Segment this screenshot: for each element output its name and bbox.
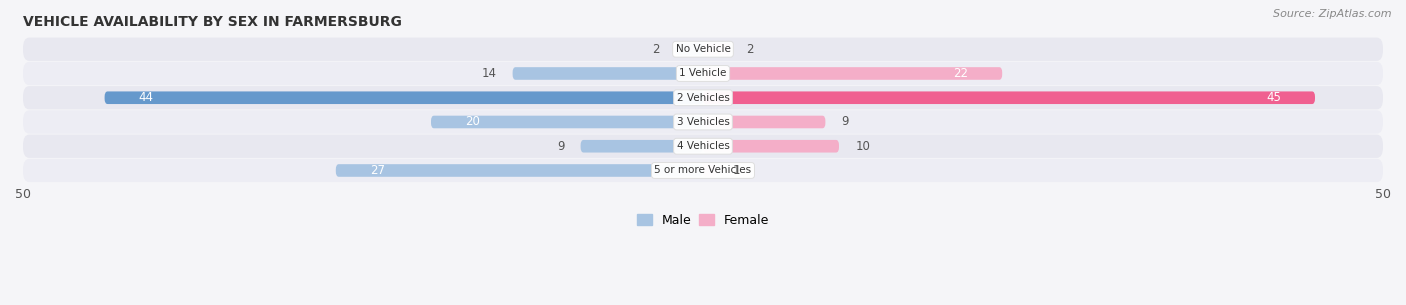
Text: 4 Vehicles: 4 Vehicles <box>676 141 730 151</box>
FancyBboxPatch shape <box>703 140 839 152</box>
Text: 45: 45 <box>1267 91 1281 104</box>
Text: 9: 9 <box>557 140 564 153</box>
FancyBboxPatch shape <box>22 62 1384 85</box>
Text: 2 Vehicles: 2 Vehicles <box>676 93 730 103</box>
Text: 2: 2 <box>652 43 659 56</box>
Text: 2: 2 <box>747 43 754 56</box>
Text: 5 or more Vehicles: 5 or more Vehicles <box>654 166 752 175</box>
Text: 20: 20 <box>465 116 479 128</box>
FancyBboxPatch shape <box>703 164 717 177</box>
Text: 10: 10 <box>855 140 870 153</box>
FancyBboxPatch shape <box>703 92 1315 104</box>
FancyBboxPatch shape <box>22 38 1384 61</box>
Text: No Vehicle: No Vehicle <box>675 44 731 54</box>
Text: VEHICLE AVAILABILITY BY SEX IN FARMERSBURG: VEHICLE AVAILABILITY BY SEX IN FARMERSBU… <box>22 15 402 29</box>
Text: 9: 9 <box>842 116 849 128</box>
FancyBboxPatch shape <box>581 140 703 152</box>
FancyBboxPatch shape <box>22 135 1384 158</box>
Text: 14: 14 <box>481 67 496 80</box>
Text: Source: ZipAtlas.com: Source: ZipAtlas.com <box>1274 9 1392 19</box>
FancyBboxPatch shape <box>513 67 703 80</box>
FancyBboxPatch shape <box>22 86 1384 109</box>
FancyBboxPatch shape <box>676 43 703 56</box>
FancyBboxPatch shape <box>22 159 1384 182</box>
Text: 1: 1 <box>733 164 741 177</box>
Text: 3 Vehicles: 3 Vehicles <box>676 117 730 127</box>
Text: 22: 22 <box>953 67 969 80</box>
FancyBboxPatch shape <box>703 67 1002 80</box>
FancyBboxPatch shape <box>22 110 1384 134</box>
Legend: Male, Female: Male, Female <box>631 209 775 231</box>
FancyBboxPatch shape <box>432 116 703 128</box>
Text: 27: 27 <box>370 164 385 177</box>
Text: 1 Vehicle: 1 Vehicle <box>679 69 727 78</box>
FancyBboxPatch shape <box>703 43 730 56</box>
FancyBboxPatch shape <box>104 92 703 104</box>
FancyBboxPatch shape <box>703 116 825 128</box>
FancyBboxPatch shape <box>336 164 703 177</box>
Text: 44: 44 <box>139 91 153 104</box>
